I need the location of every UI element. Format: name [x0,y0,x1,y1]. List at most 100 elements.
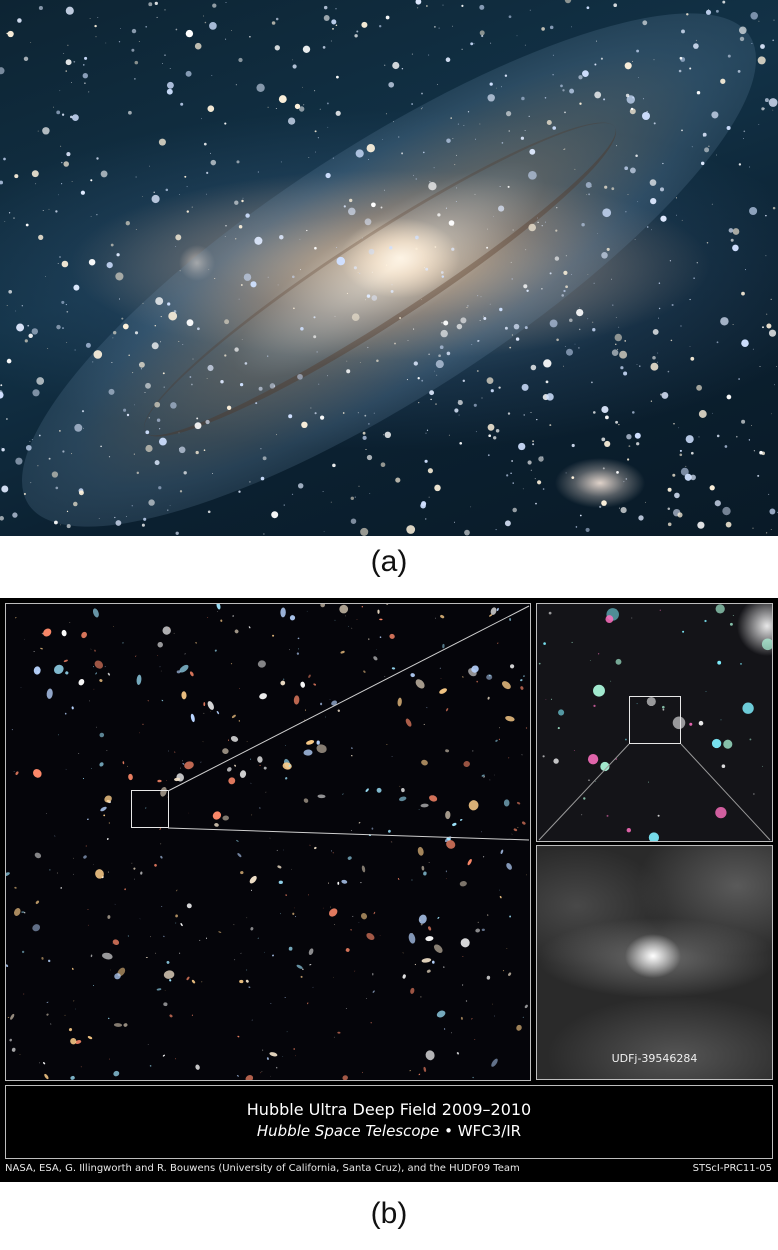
star [441,322,443,324]
star [286,1031,288,1033]
star [479,320,481,322]
star [742,702,754,714]
star [83,427,84,429]
star [601,252,608,259]
star [250,782,252,784]
star [740,663,742,665]
star [160,855,163,859]
star [433,944,443,953]
star [562,365,564,367]
star [512,507,517,513]
star [386,743,388,745]
star [582,70,589,77]
star [136,471,140,475]
star [207,364,214,372]
star [558,709,565,716]
star [66,152,71,157]
star [331,700,338,706]
star [509,915,511,918]
star [57,263,59,264]
star [42,1062,46,1065]
star [635,154,638,157]
star [544,221,546,223]
star [613,3,618,8]
star [428,496,430,498]
star [553,758,559,764]
star [86,818,89,820]
star [490,607,497,615]
star [429,795,438,802]
star [657,361,659,363]
star [566,348,573,356]
star [388,829,391,833]
star [423,151,425,154]
star [508,757,510,759]
star [421,92,423,95]
star [1,448,5,452]
star [14,174,19,179]
star [487,454,490,457]
star [35,183,37,185]
star [195,642,197,644]
star [327,126,329,128]
star [83,855,87,859]
star [43,628,52,637]
star [520,136,525,140]
star [443,1028,446,1030]
star [477,295,479,297]
star [541,288,543,290]
star [413,174,415,176]
star [368,423,370,425]
star [151,342,159,350]
star [160,786,167,797]
star [99,679,103,682]
star [523,284,528,289]
star [738,26,747,35]
star [350,929,352,931]
star [134,331,139,335]
star [766,532,768,534]
star [358,485,360,487]
star [753,793,755,795]
star [47,959,51,963]
star [314,130,317,133]
star [209,22,217,30]
star [658,317,659,319]
star [496,607,499,611]
star [201,981,203,983]
star [442,643,445,649]
star [439,667,441,669]
star [506,948,508,949]
star [678,69,682,73]
star [14,886,17,889]
star [293,695,300,705]
star [565,285,568,289]
star [15,771,19,776]
star [648,832,660,841]
star [497,642,499,644]
star [350,496,355,501]
star [761,638,772,651]
star [600,57,603,60]
star [615,420,619,424]
star [297,373,303,380]
star [267,355,269,357]
star [672,473,676,477]
star [366,144,375,153]
star [113,1070,120,1077]
star [563,149,565,150]
star [214,649,217,652]
star [322,907,324,909]
star [212,473,214,475]
star [44,1073,49,1080]
star [291,493,294,495]
star [248,986,251,988]
star [38,5,43,11]
star [163,1002,168,1007]
star [445,708,449,712]
star [214,823,219,827]
star [401,152,404,155]
star [594,63,597,66]
star [436,374,438,376]
star [600,761,610,772]
